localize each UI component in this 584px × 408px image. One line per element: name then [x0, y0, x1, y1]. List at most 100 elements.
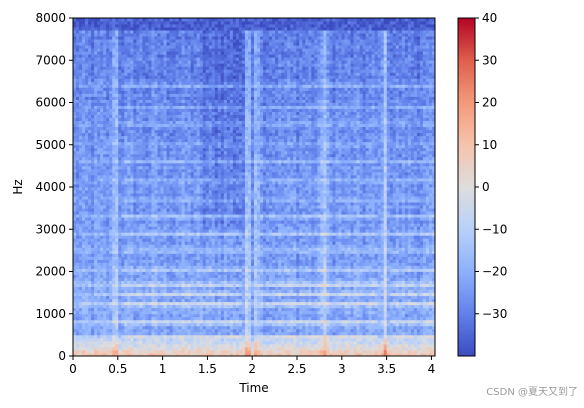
spectrogram-cell: [103, 265, 107, 269]
spectrogram-cell: [422, 352, 427, 357]
spectrogram-cell: [112, 256, 116, 260]
spectrogram-cell: [392, 241, 397, 245]
spectrogram-cell: [290, 265, 294, 269]
spectrogram-cell: [416, 334, 421, 339]
spectrogram-cell: [97, 313, 101, 318]
spectrogram-cell: [419, 316, 424, 321]
spectrogram-cell: [154, 238, 158, 242]
spectrogram-cell: [88, 319, 92, 324]
spectrogram-cell: [275, 241, 279, 245]
spectrogram-cell: [389, 352, 394, 357]
spectrogram-cell: [127, 274, 131, 278]
spectrogram-cell: [172, 259, 176, 263]
spectrogram-cell: [202, 292, 207, 297]
spectrogram-cell: [238, 340, 243, 345]
spectrogram-cell: [184, 238, 189, 242]
spectrogram-cell: [202, 349, 207, 354]
spectrogram-cell: [383, 328, 388, 333]
spectrogram-cell: [241, 274, 246, 278]
spectrogram-cell: [425, 346, 430, 351]
spectrogram-cell: [326, 256, 330, 260]
spectrogram-cell: [296, 247, 300, 251]
spectrogram-cell: [356, 232, 360, 236]
spectrogram-cell: [335, 274, 339, 278]
spectrogram-cell: [359, 304, 363, 309]
spectrogram-cell: [353, 274, 357, 278]
spectrogram-cell: [229, 322, 234, 327]
spectrogram-cell: [124, 271, 128, 275]
spectrogram-cell: [130, 298, 134, 303]
spectrogram-cell: [187, 268, 192, 272]
spectrogram-cell: [308, 247, 312, 251]
spectrogram-cell: [404, 343, 409, 348]
spectrogram-cell: [323, 310, 327, 315]
spectrogram-cell: [326, 289, 330, 294]
spectrogram-cell: [278, 232, 282, 236]
spectrogram-cell: [281, 247, 285, 251]
spectrogram-cell: [323, 280, 327, 284]
spectrogram-cell: [353, 277, 357, 281]
spectrogram-cell: [344, 310, 348, 315]
spectrogram-cell: [305, 304, 309, 309]
spectrogram-cell: [172, 319, 176, 324]
spectrogram-cell: [103, 346, 107, 351]
spectrogram-cell: [413, 268, 418, 272]
spectrogram-cell: [374, 340, 379, 345]
spectrogram-cell: [130, 247, 134, 251]
spectrogram-cell: [202, 340, 207, 345]
spectrogram-cell: [163, 289, 167, 294]
spectrogram-cell: [287, 301, 291, 306]
spectrogram-cell: [214, 292, 219, 297]
spectrogram-cell: [151, 241, 155, 245]
spectrogram-cell: [362, 316, 367, 321]
spectrogram-cell: [226, 349, 231, 354]
spectrogram-cell: [94, 280, 98, 284]
spectrogram-cell: [160, 307, 164, 312]
spectrogram-cell: [94, 241, 98, 245]
spectrogram-cell: [353, 280, 357, 284]
spectrogram-cell: [211, 262, 216, 266]
spectrogram-cell: [257, 274, 261, 278]
spectrogram-cell: [305, 352, 309, 357]
spectrogram-cell: [220, 352, 225, 357]
spectrogram-cell: [344, 346, 348, 351]
spectrogram-cell: [290, 307, 294, 312]
spectrogram-cell: [293, 310, 297, 315]
spectrogram-cell: [142, 271, 146, 275]
spectrogram-cell: [73, 235, 77, 239]
spectrogram-cell: [416, 256, 421, 260]
spectrogram-cell: [202, 235, 207, 239]
spectrogram-cell: [244, 244, 249, 248]
spectrogram-cell: [305, 277, 309, 281]
spectrogram-cell: [317, 280, 321, 284]
spectrogram-cell: [308, 334, 312, 339]
spectrogram-cell: [416, 283, 421, 287]
spectrogram-cell: [202, 304, 207, 309]
spectrogram-cell: [103, 352, 107, 357]
spectrogram-cell: [76, 244, 80, 248]
spectrogram-cell: [422, 244, 427, 248]
spectrogram-cell: [151, 322, 155, 327]
spectrogram-cell: [290, 280, 294, 284]
spectrogram-cell: [320, 289, 324, 294]
spectrogram-cell: [223, 328, 228, 333]
spectrogram-cell: [235, 292, 240, 297]
spectrogram-cell: [350, 238, 354, 242]
spectrogram-cell: [275, 304, 279, 309]
spectrogram-cell: [121, 310, 125, 315]
spectrogram-cell: [365, 256, 370, 260]
spectrogram-cell: [73, 289, 77, 294]
spectrogram-cell: [293, 331, 297, 336]
spectrogram-cell: [91, 280, 95, 284]
spectrogram-cell: [184, 268, 189, 272]
spectrogram-cell: [145, 289, 149, 294]
spectrogram-cell: [287, 334, 291, 339]
spectrogram-cell: [163, 274, 167, 278]
spectrogram-cell: [163, 247, 167, 251]
spectrogram-cell: [175, 271, 179, 275]
spectrogram-cell: [428, 346, 433, 351]
spectrogram-cell: [338, 340, 342, 345]
spectrogram-cell: [181, 238, 186, 242]
spectrogram-cell: [148, 316, 152, 321]
spectrogram-cell: [263, 289, 267, 294]
